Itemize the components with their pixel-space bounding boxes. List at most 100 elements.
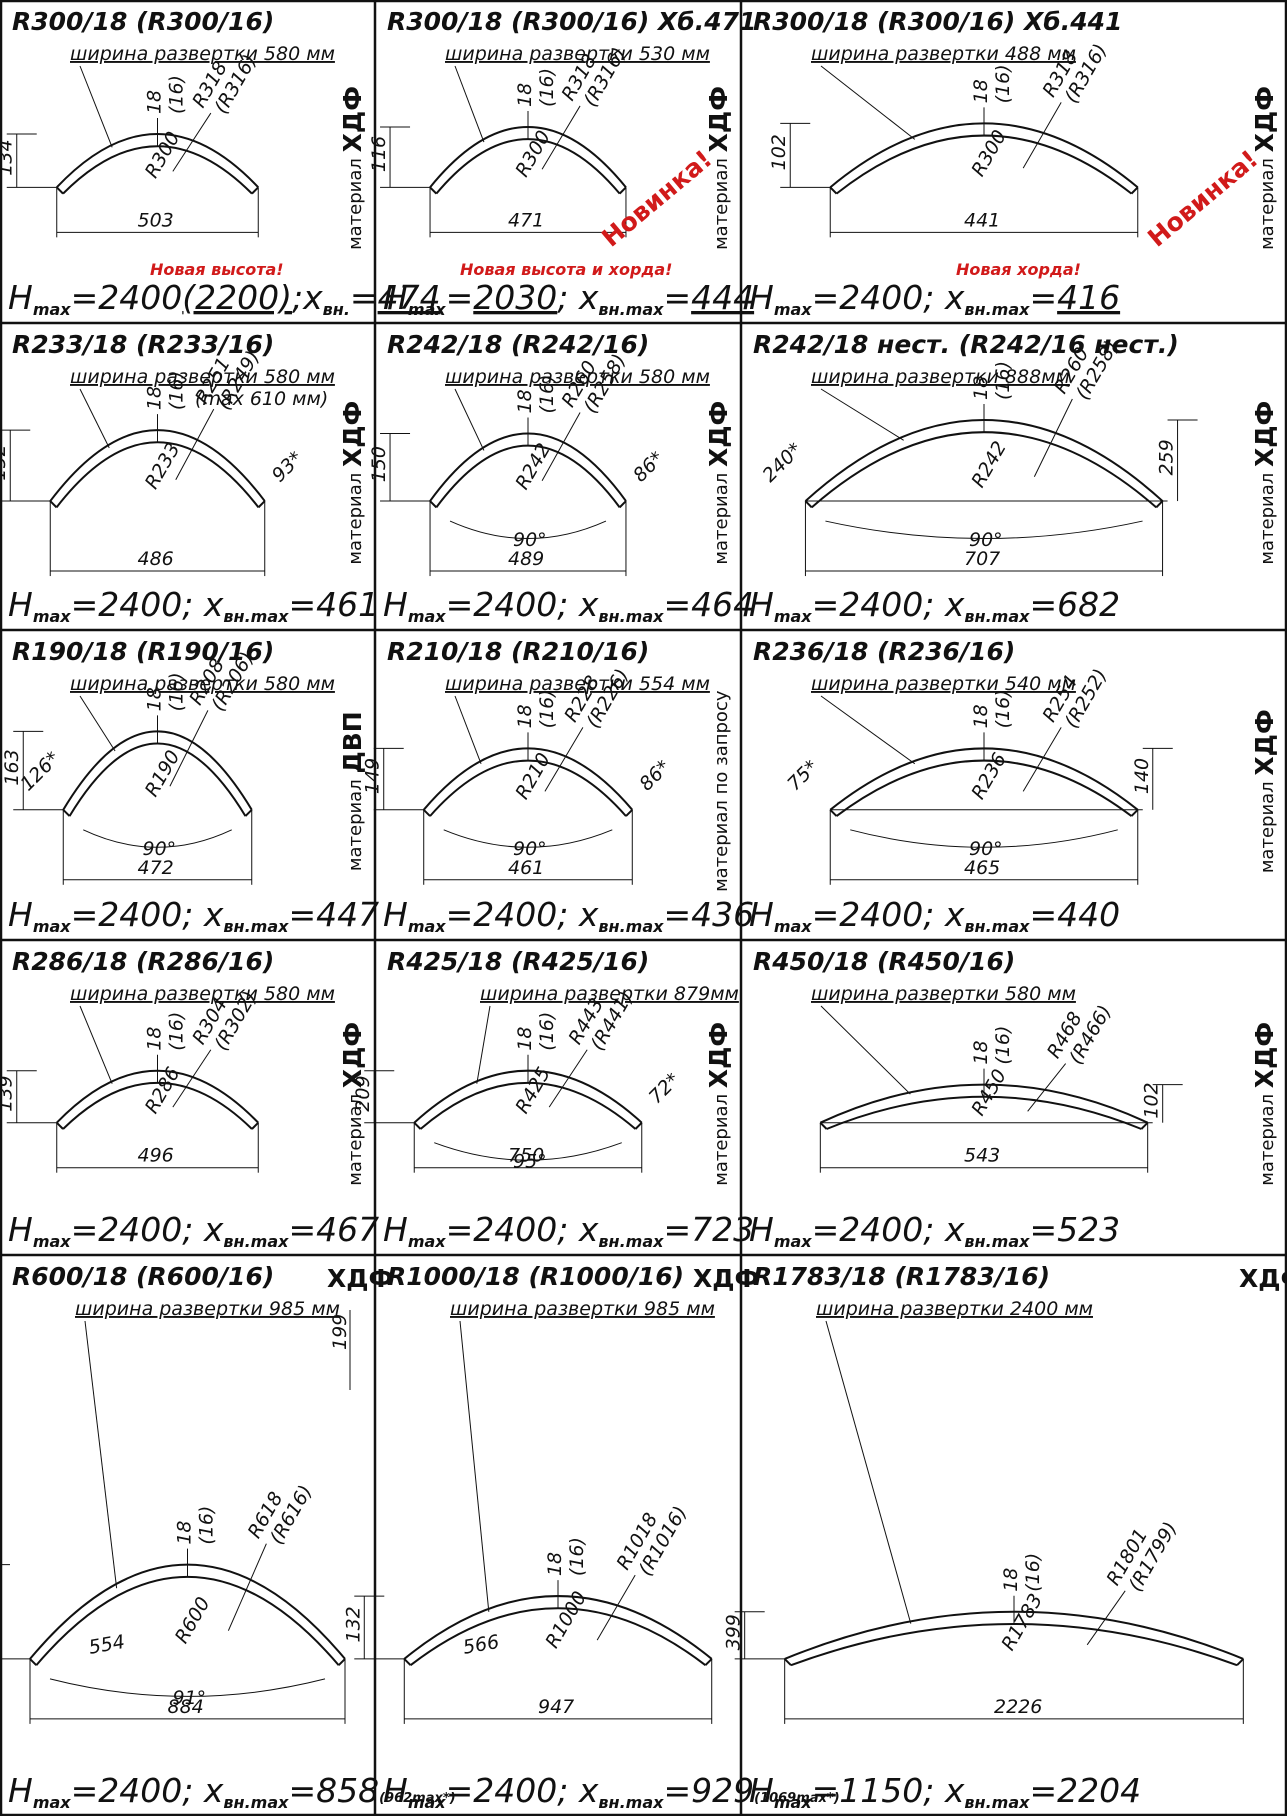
angle-arc bbox=[49, 1678, 326, 1697]
arch-inner-edge bbox=[62, 145, 253, 195]
width-leader-line bbox=[820, 1005, 911, 1095]
arch-end-cap bbox=[429, 186, 438, 195]
outer-radius-leader bbox=[1022, 102, 1062, 169]
outer-radius-leader bbox=[596, 1574, 636, 1641]
arch-end-cap bbox=[251, 186, 259, 195]
arch-inner-edge bbox=[409, 1607, 707, 1667]
hmax-formula: Hmax=2400; xвн.max=416 bbox=[749, 278, 1120, 319]
outer-radius-leader bbox=[172, 1049, 212, 1108]
height-label: 132 bbox=[342, 1606, 364, 1642]
angle-arc bbox=[83, 829, 232, 848]
cell-title: R1783/18 (R1783/16) bbox=[753, 1262, 1050, 1291]
chord-label: 496 bbox=[138, 1145, 174, 1167]
cell-title: R286/18 (R286/16) bbox=[12, 947, 274, 976]
arch-inner-edge bbox=[435, 138, 621, 195]
developed-width-label: ширина развертки 488 мм bbox=[811, 43, 1076, 65]
arch-inner-edge bbox=[835, 134, 1133, 195]
arch-end-cap bbox=[56, 186, 64, 195]
thickness-label: 18 bbox=[970, 79, 992, 103]
hmax-formula: Hmax=2400; xвн.max=440 bbox=[749, 895, 1120, 936]
cell-title: R242/18 нест. (R242/16 нест.) bbox=[753, 330, 1179, 359]
arch-inner-edge bbox=[55, 441, 260, 508]
hmax-formula: Hmax=2400; xвн.max=682 bbox=[749, 585, 1120, 626]
arch-cell: R242/18 (R242/16) ширина развертки 580 мм… bbox=[368, 330, 754, 626]
chord-label: 503 bbox=[138, 209, 174, 231]
developed-width-label: ширина развертки 580 мм bbox=[445, 366, 710, 388]
material-label: материал ХДФ bbox=[1250, 86, 1279, 250]
width-leader-line bbox=[84, 1320, 118, 1589]
new-badge: Новинка! bbox=[1142, 144, 1263, 252]
hmax-formula: Hmax=2030; xвн.max=444 bbox=[383, 278, 754, 319]
thickness-alt-label: (16) bbox=[1022, 1553, 1044, 1592]
angle-label: 91° bbox=[173, 1687, 207, 1709]
arch-cell: R425/18 (R425/16) ширина развертки 879мм 1… bbox=[352, 947, 754, 1251]
new-badge: Новинка! bbox=[596, 144, 717, 252]
arch-cell: R300/18 (R300/16) Хб.441 ширина развертки… bbox=[749, 7, 1279, 319]
chord-label: 472 bbox=[138, 857, 174, 879]
inner-radius-label: R300 bbox=[967, 126, 1011, 180]
height-label: 116 bbox=[368, 136, 390, 172]
chord-label: 441 bbox=[964, 209, 1000, 231]
developed-width-label: ширина развертки 879мм bbox=[480, 983, 739, 1005]
outer-radius-leader bbox=[169, 710, 209, 787]
chord-label: 543 bbox=[964, 1145, 1000, 1167]
arch-end-cap bbox=[337, 1658, 346, 1666]
thickness-label: 18 bbox=[174, 1520, 196, 1544]
update-note: Новая высота! bbox=[150, 260, 284, 279]
height-label: 259 bbox=[1156, 439, 1178, 475]
developed-width-label: ширина развертки 985 мм bbox=[75, 1298, 340, 1320]
developed-width-label: ширина развертки 888мм bbox=[811, 366, 1070, 388]
arch-end-cap bbox=[413, 1121, 422, 1130]
thickness-label: 18 bbox=[514, 1027, 536, 1051]
arch-cell: R233/18 (R233/16) ширина развертки 580 мм… bbox=[0, 330, 379, 626]
chord-label: 461 bbox=[508, 857, 544, 879]
cell-title: R300/18 (R300/16) Хб.471 bbox=[387, 7, 756, 36]
arch-inner-edge bbox=[62, 1081, 253, 1130]
height-label: 163 bbox=[1, 749, 23, 785]
thickness-label: 18 bbox=[144, 1027, 166, 1051]
thickness-alt-label: (16) bbox=[166, 371, 188, 410]
width-leader-line bbox=[454, 388, 485, 451]
arch-cell: R242/18 нест. (R242/16 нест.) ширина разв… bbox=[749, 330, 1279, 626]
arch-inner-edge bbox=[35, 1576, 340, 1666]
inner-radius-label: R233 bbox=[141, 439, 185, 493]
inner-radius-label: R450 bbox=[967, 1066, 1011, 1120]
thickness-alt-label: (16) bbox=[992, 1026, 1014, 1065]
developed-width-label: ширина развертки 580 мм bbox=[70, 673, 335, 695]
material-label: материал ХДФ bbox=[704, 1022, 733, 1186]
cell-title: R450/18 (R450/16) bbox=[753, 947, 1015, 976]
arch-end-cap bbox=[1130, 186, 1139, 195]
angle-label: 95° bbox=[513, 1151, 547, 1173]
cell-title: R1000/18 (R1000/16) bbox=[387, 1262, 684, 1291]
angle-label: 90° bbox=[143, 838, 177, 860]
cell-title: R210/18 (R210/16) bbox=[387, 637, 649, 666]
chord-label: 947 bbox=[538, 1696, 574, 1718]
width-leader-line bbox=[820, 65, 916, 140]
thickness-alt-label: (16) bbox=[566, 1537, 588, 1576]
thickness-alt-label: (16) bbox=[992, 64, 1014, 103]
thickness-label: 18 bbox=[144, 687, 166, 711]
angle-arc bbox=[434, 1142, 622, 1161]
arch-cell: R300/18 (R300/16) ширина развертки 580 мм… bbox=[0, 7, 441, 319]
developed-width-label: ширина развертки 580 мм bbox=[811, 983, 1076, 1005]
angle-arc bbox=[850, 829, 1118, 848]
arch-cell: R1783/18 (R1783/16) ХДФ ширина развертки 2… bbox=[723, 1262, 1287, 1812]
arch-end-cap bbox=[1130, 809, 1139, 817]
material-label: материал ДВП bbox=[338, 711, 367, 871]
thickness-label: 18 bbox=[144, 90, 166, 114]
height-label: 209 bbox=[352, 1075, 374, 1111]
arch-end-cap bbox=[618, 186, 627, 195]
developed-width-label: ширина развертки 530 мм bbox=[445, 43, 710, 65]
width-leader-line bbox=[459, 1320, 490, 1612]
width-leader-line bbox=[79, 388, 110, 449]
inner-radius-label: R210 bbox=[511, 749, 555, 803]
material-label: материал ХДФ bbox=[1250, 1022, 1279, 1186]
arch-end-cap bbox=[618, 500, 627, 509]
thickness-label: 18 bbox=[514, 389, 536, 413]
outer-radius-leader bbox=[541, 105, 581, 170]
arch-inner-edge bbox=[419, 1082, 637, 1130]
width-leader-line bbox=[454, 65, 485, 143]
chord-label: 489 bbox=[508, 548, 544, 570]
arch-inner-edge bbox=[790, 1622, 1238, 1667]
